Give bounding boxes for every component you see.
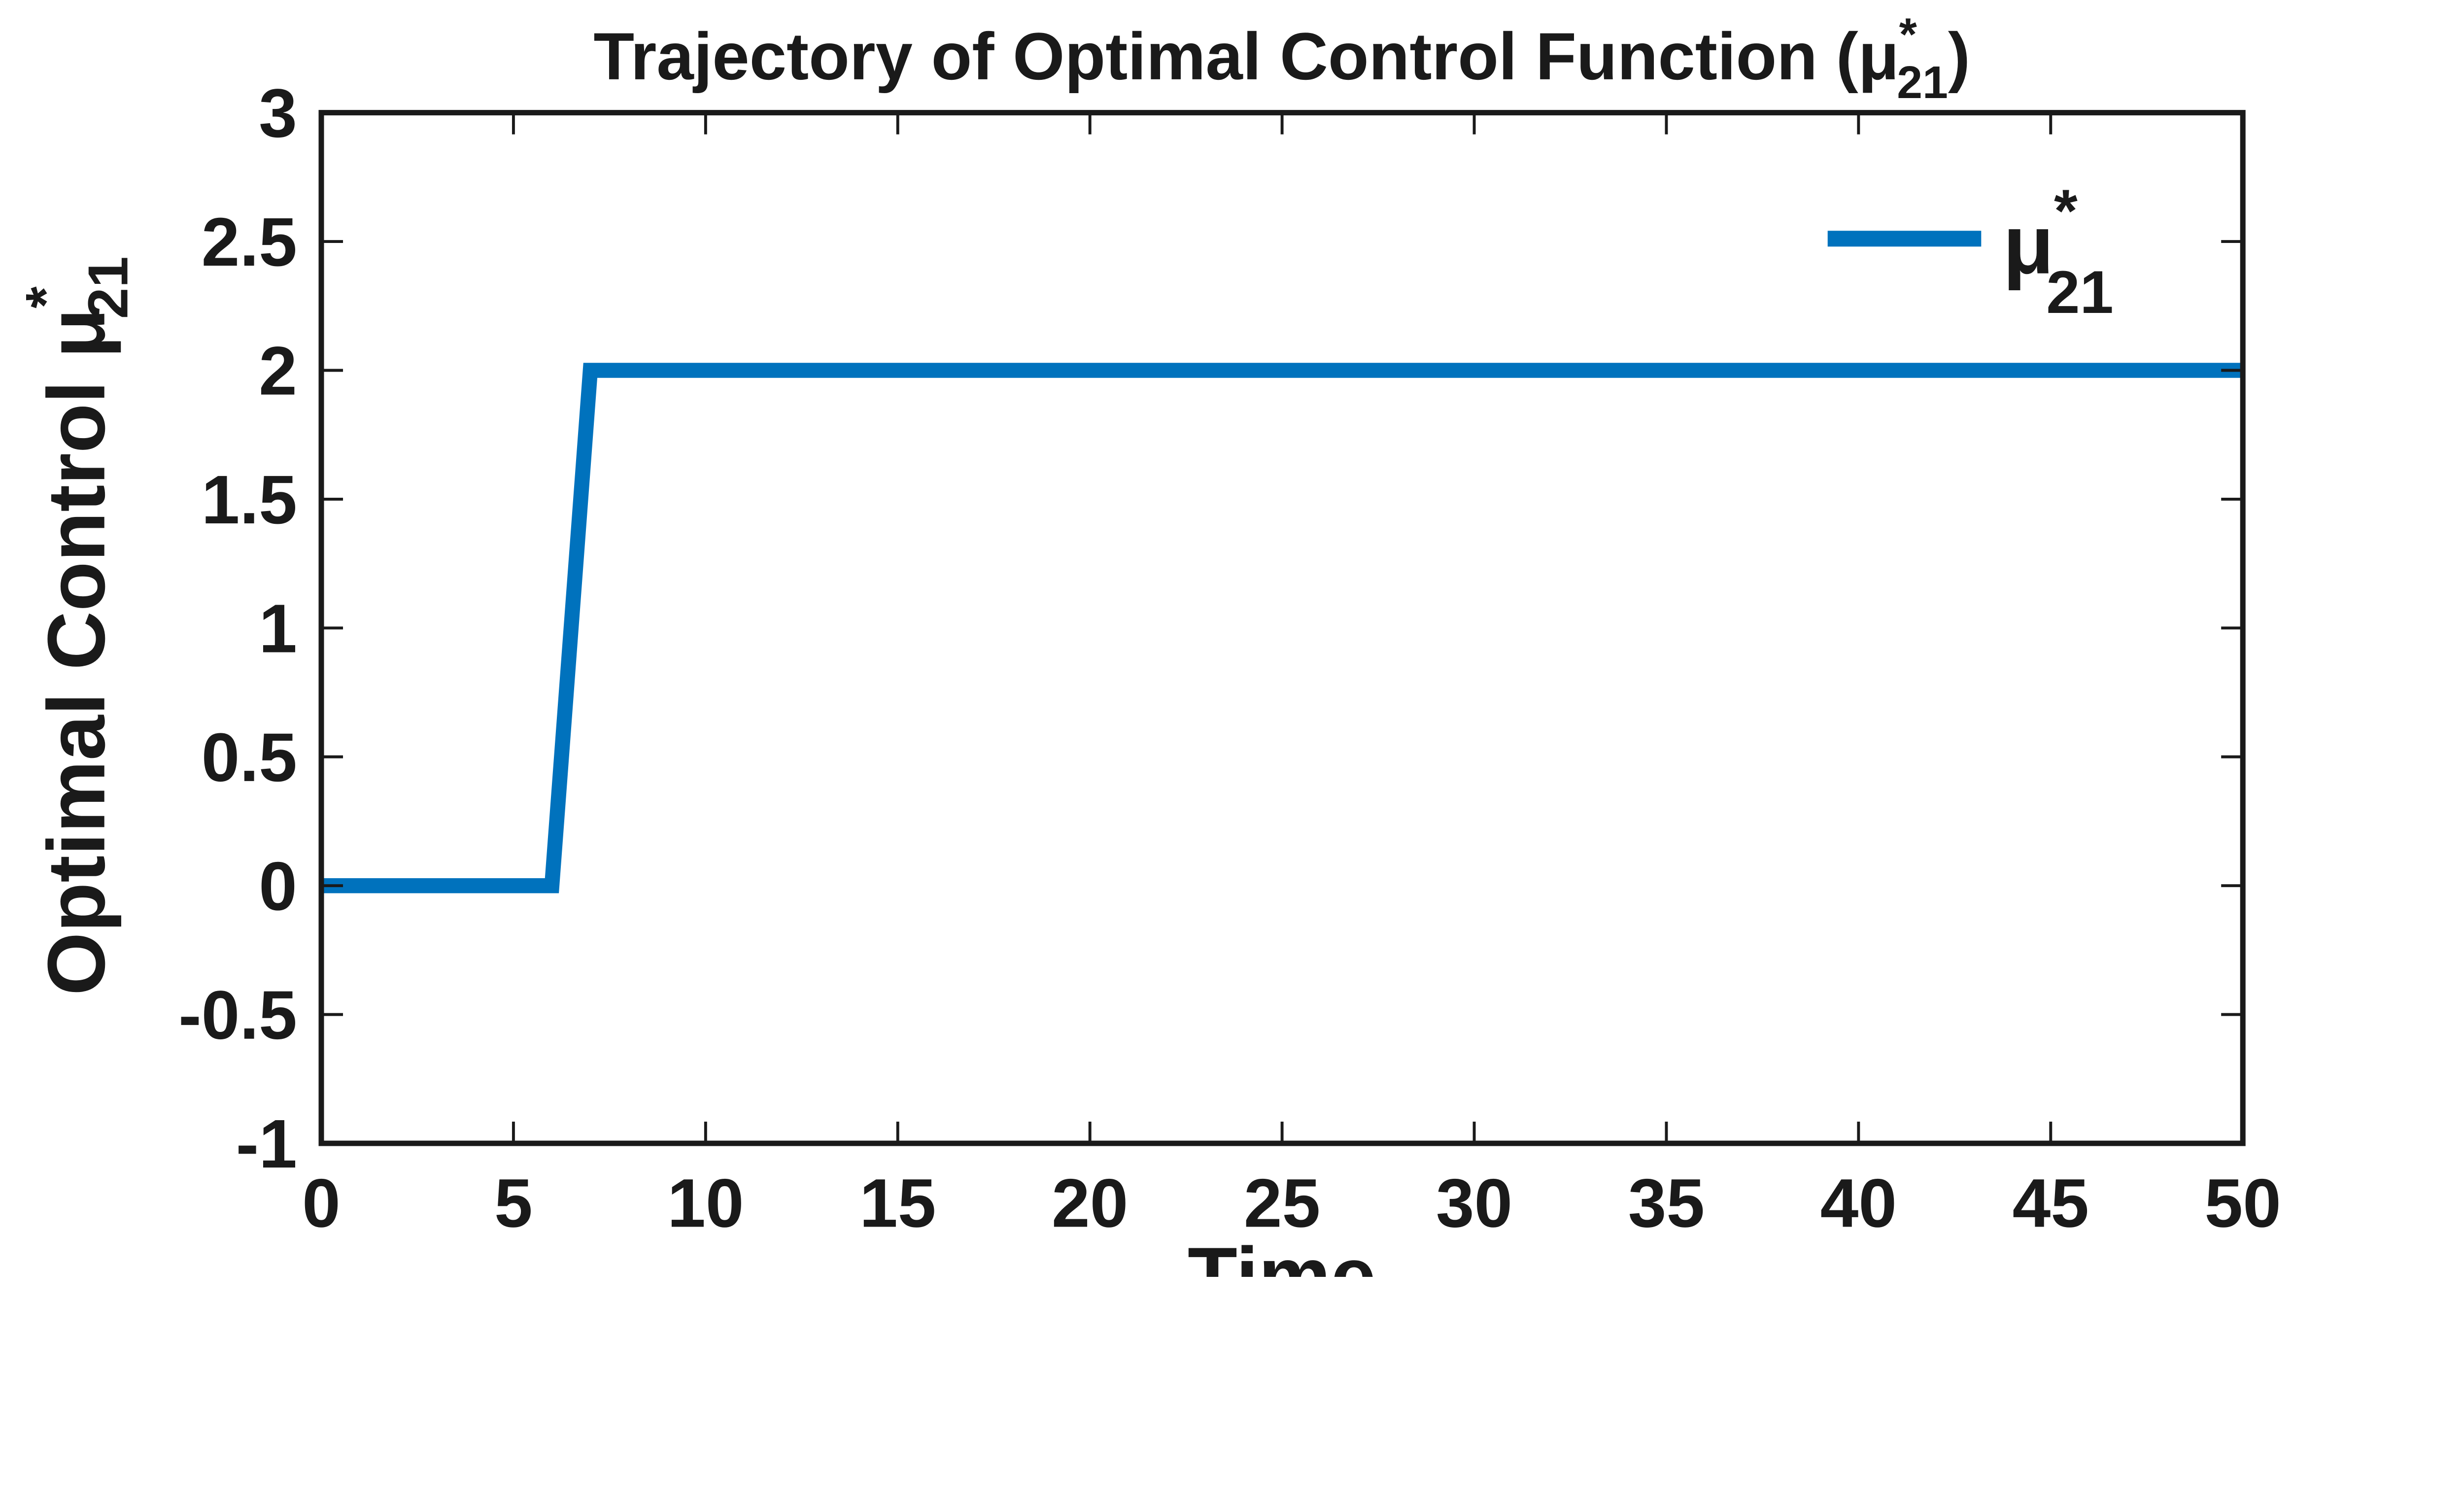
y-tick-label: 2.5 xyxy=(202,204,297,280)
y-tick-label: 0 xyxy=(259,848,297,925)
y-tick-label: -1 xyxy=(236,1105,297,1182)
x-tick-label: 20 xyxy=(1052,1165,1128,1241)
x-tick-label: 0 xyxy=(302,1165,341,1241)
chart-title: Trajectory of Optimal Control Function (… xyxy=(593,9,1970,108)
y-axis-label: Optimal Control μ*21 xyxy=(14,256,139,995)
legend-entry-label: μ* 21 xyxy=(2003,177,2113,326)
data-line-mu21 xyxy=(321,363,2243,893)
y-tick-label: 3 xyxy=(259,75,297,152)
x-tick-label: 35 xyxy=(1628,1165,1705,1241)
y-tick-label: 1 xyxy=(259,590,297,667)
x-tick-label: 45 xyxy=(2013,1165,2089,1241)
legend: μ* 21 xyxy=(1827,177,2114,326)
x-tick-label: 5 xyxy=(494,1165,533,1241)
x-tick-label: 10 xyxy=(667,1165,744,1241)
x-tick-label: 30 xyxy=(1436,1165,1512,1241)
x-tick-label: 50 xyxy=(2205,1165,2281,1241)
x-tick-label: 15 xyxy=(859,1165,936,1241)
figure-background xyxy=(0,0,2464,1277)
plot-area: 0 5 10 15 20 25 30 35 40 45 50 -1 -0.5 0 0.5 1 1.5 2 2.5 3 xyxy=(178,75,2281,1242)
y-tick-label: 0.5 xyxy=(202,719,297,796)
chart-canvas: Trajectory of Optimal Control Function (… xyxy=(0,0,2464,1277)
svg-text:Optimal Control μ*21: Optimal Control μ*21 xyxy=(14,256,139,995)
x-tick-label: 25 xyxy=(1244,1165,1320,1241)
y-tick-label: 2 xyxy=(259,333,297,410)
x-axis-label: Time xyxy=(1188,1231,1376,1277)
x-tick-label: 40 xyxy=(1820,1165,1897,1241)
y-tick-label: 1.5 xyxy=(202,461,297,538)
y-tick-label: -0.5 xyxy=(178,977,297,1054)
